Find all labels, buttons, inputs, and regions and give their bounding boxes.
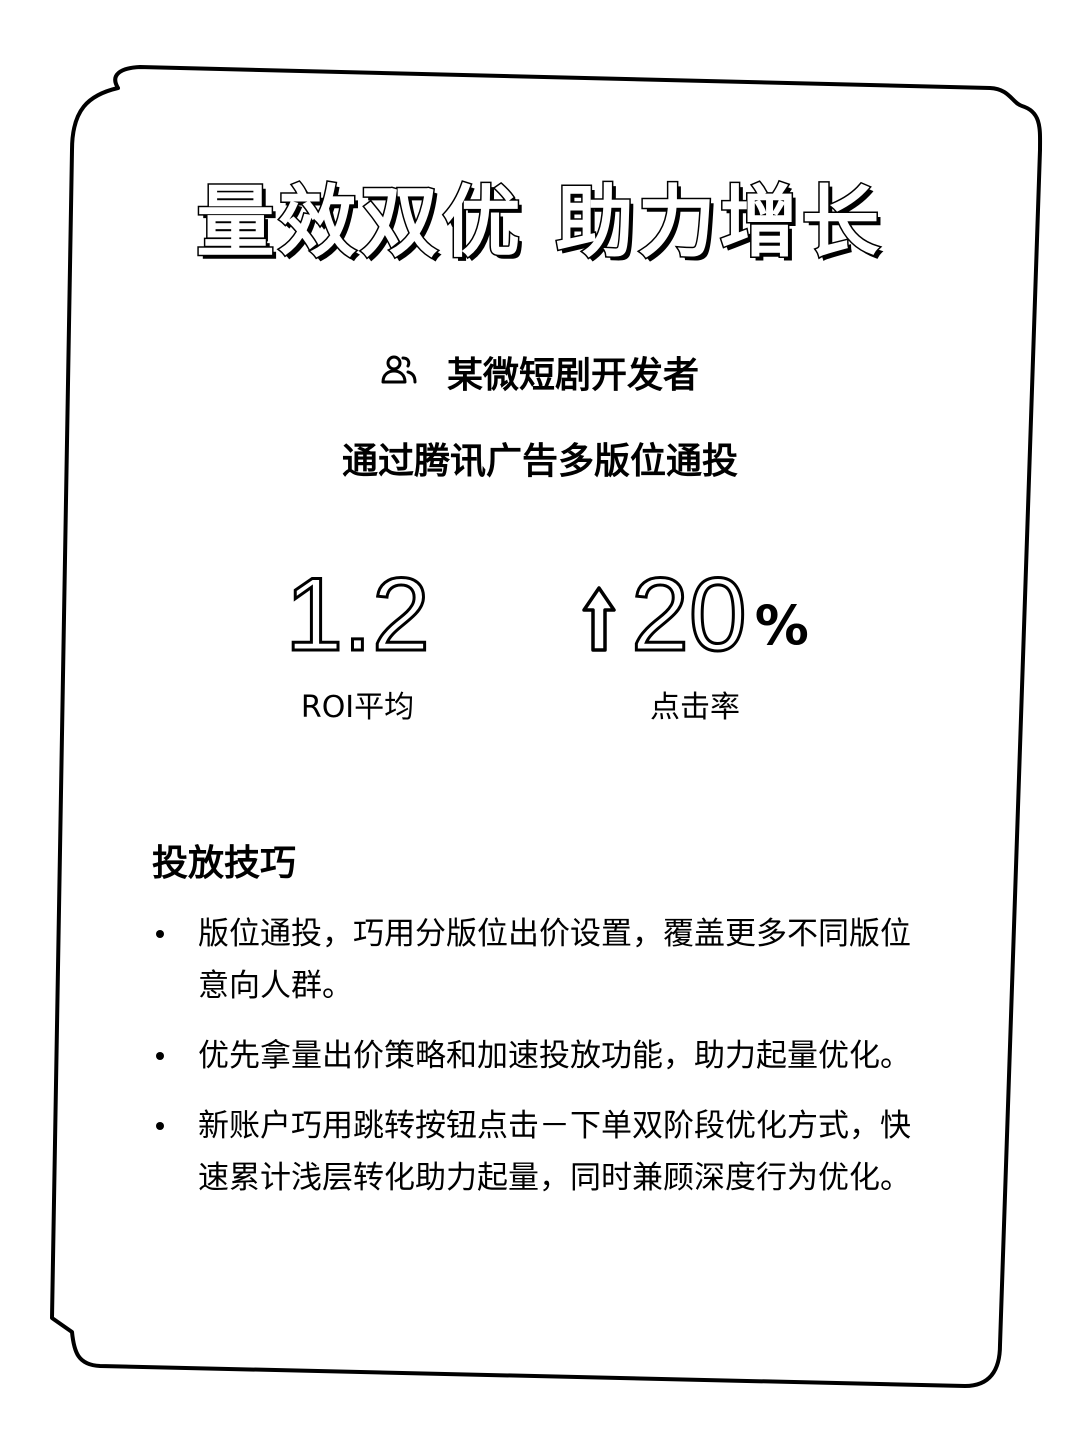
up-arrow-icon	[582, 586, 616, 652]
tip-text: 新账户巧用跳转按钮点击－下单双阶段优化方式，快速累计浅层转化助力起量，同时兼顾深…	[198, 1108, 911, 1196]
tip-text: 版位通投，巧用分版位出价设置，覆盖更多不同版位意向人群。	[198, 916, 911, 1004]
roi-value-row: 1.2	[284, 557, 432, 673]
list-item: 优先拿量出价策略和加速投放功能，助力起量优化。	[152, 1030, 932, 1082]
tip-text: 优先拿量出价策略和加速投放功能，助力起量优化。	[198, 1038, 911, 1074]
page-title: 量效双优 助力增长	[195, 177, 884, 270]
developer-line: 某微短剧开发者	[0, 346, 1080, 398]
ctr-value: 20	[630, 557, 749, 673]
ctr-value-row: 20 %	[581, 560, 809, 670]
bullet	[156, 1122, 164, 1130]
tips-list: 版位通投，巧用分版位出价设置，覆盖更多不同版位意向人群。 优先拿量出价策略和加速…	[152, 908, 932, 1222]
ctr-unit: %	[754, 593, 809, 657]
ctr-stat: 20 % 点击率	[560, 560, 830, 726]
people-icon	[381, 355, 417, 384]
tips-heading: 投放技巧	[152, 843, 297, 884]
roi-label: ROI平均	[300, 690, 415, 725]
roi-stat: 1.2 ROI平均	[250, 560, 465, 726]
subtitle: 通过腾讯广告多版位通投	[341, 441, 738, 482]
roi-value: 1.2	[284, 557, 432, 673]
list-item: 新账户巧用跳转按钮点击－下单双阶段优化方式，快速累计浅层转化助力起量，同时兼顾深…	[152, 1100, 932, 1204]
bullet	[156, 1052, 164, 1060]
developer-name: 某微短剧开发者	[446, 355, 699, 396]
list-item: 版位通投，巧用分版位出价设置，覆盖更多不同版位意向人群。	[152, 908, 932, 1012]
ctr-label: 点击率	[650, 690, 740, 725]
bullet	[156, 930, 164, 938]
